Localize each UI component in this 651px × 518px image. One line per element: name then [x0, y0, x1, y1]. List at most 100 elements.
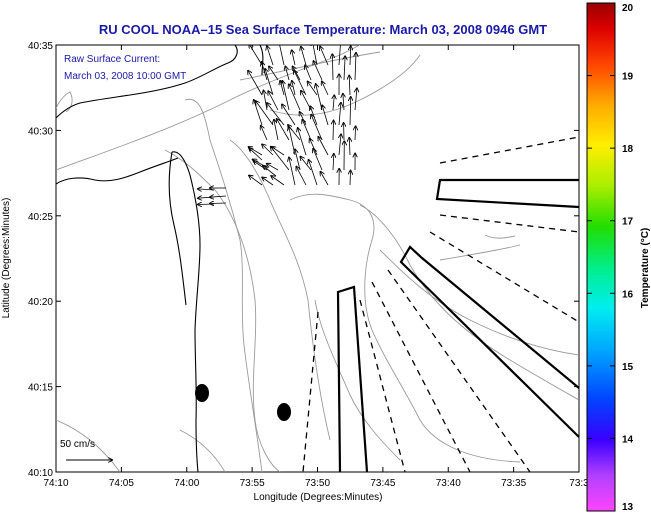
current-vector	[248, 71, 263, 96]
current-vector	[279, 45, 285, 66]
x-axis-ticks: 74:10 74:05 74:00 73:55 73:50 73:45 73:40 73:35…	[43, 45, 589, 489]
colorbar-tick-label: 14	[622, 434, 634, 445]
current-vector	[265, 69, 274, 96]
colorbar-tick-label: 18	[622, 144, 634, 155]
current-vector	[267, 103, 285, 126]
current-vector	[282, 105, 296, 126]
current-vector	[292, 81, 296, 96]
current-vector	[320, 47, 329, 66]
current-vector	[350, 171, 351, 186]
y-tick-label: 40:25	[28, 212, 53, 223]
current-vector	[249, 45, 263, 66]
plot-area	[55, 44, 580, 473]
current-vector	[300, 157, 312, 171]
current-vector	[310, 139, 318, 156]
current-vector	[267, 164, 279, 171]
current-vector	[301, 91, 312, 111]
current-vector	[344, 56, 345, 81]
current-vector	[289, 127, 296, 156]
x-tick-label: 73:35	[501, 478, 526, 489]
current-vector	[333, 121, 334, 141]
current-vector	[339, 103, 341, 126]
current-vector	[349, 138, 350, 156]
scale-label: 50 cm/s	[60, 439, 95, 450]
current-vector	[277, 119, 290, 141]
colorbar-tick-label: 15	[622, 362, 634, 373]
current-vector	[300, 112, 307, 126]
current-note-line1: Raw Surface Current:	[64, 54, 160, 65]
x-axis-label: Longitude (Degrees:Minutes)	[254, 492, 383, 503]
chart-title: RU COOL NOAA–15 Sea Surface Temperature:…	[99, 22, 547, 37]
current-vector	[261, 126, 268, 141]
current-vector	[289, 158, 296, 186]
current-vector	[198, 204, 215, 205]
current-vector	[313, 45, 318, 66]
y-tick-label: 40:10	[28, 468, 53, 479]
current-vector	[295, 150, 301, 171]
colorbar-tick-label: 19	[622, 72, 634, 83]
current-vector	[288, 125, 301, 141]
current-vector	[302, 120, 312, 141]
y-tick-label: 40:35	[28, 41, 53, 52]
current-vector	[280, 81, 285, 96]
x-tick-label: 73:50	[305, 478, 330, 489]
current-vector	[349, 76, 350, 96]
colorbar-tick-label: 13	[622, 502, 634, 513]
current-vector	[289, 84, 301, 111]
colorbar-label: Temperature (°C)	[640, 228, 651, 309]
y-axis-ticks: 40:35 40:30 40:25 40:20 40:15 40:10	[28, 41, 579, 479]
current-vector	[310, 106, 318, 126]
current-vector	[296, 167, 307, 186]
bathymetry-contours	[56, 45, 579, 472]
current-vector	[293, 67, 301, 81]
current-vector	[268, 91, 279, 111]
current-vector	[322, 106, 329, 126]
x-tick-label: 74:00	[174, 478, 199, 489]
current-vector	[316, 84, 323, 111]
current-vector	[350, 97, 351, 126]
current-vector	[274, 120, 279, 141]
current-vector	[269, 67, 279, 81]
buoy-marker	[277, 403, 291, 421]
current-vector	[355, 53, 356, 81]
current-vector	[249, 176, 263, 186]
current-vector	[264, 91, 268, 111]
x-tick-label: 73:3	[569, 478, 589, 489]
current-vector	[294, 71, 307, 96]
current-vector	[321, 172, 329, 186]
current-vector	[313, 149, 323, 171]
x-tick-label: 73:45	[370, 478, 395, 489]
current-vector	[256, 101, 274, 126]
colorbar-tick-label: 17	[622, 217, 634, 228]
current-vector	[262, 178, 274, 186]
current-vector	[285, 67, 290, 81]
current-vector	[339, 134, 341, 156]
current-vector	[249, 148, 263, 161]
current-vector	[305, 65, 312, 81]
x-tick-label: 73:55	[240, 478, 265, 489]
current-vector	[311, 115, 323, 141]
current-vector	[262, 144, 274, 156]
colorbar-tick-label: 20	[622, 3, 634, 14]
colorbar-tick-label: 16	[622, 289, 634, 300]
current-vector	[272, 147, 285, 156]
current-vector	[318, 137, 329, 156]
current-vector	[292, 50, 296, 66]
current-vector	[333, 95, 334, 111]
current-note-line2: March 03, 2008 10:00 GMT	[64, 71, 186, 82]
current-vector	[322, 82, 329, 96]
current-vector	[333, 154, 334, 171]
current-vectors	[198, 45, 357, 205]
current-vector	[210, 203, 227, 204]
radar-beam-outlines	[336, 178, 579, 472]
current-vector	[308, 82, 318, 96]
current-vector	[355, 126, 356, 141]
current-vector	[332, 54, 333, 81]
colorbar-ticks: 20 19 18 17 16 15 14 13	[587, 2, 634, 513]
current-vector	[343, 94, 344, 111]
radar-range-lines	[302, 136, 579, 472]
current-vector	[263, 166, 277, 177]
x-tick-label: 74:10	[43, 478, 68, 489]
x-tick-label: 74:05	[109, 478, 134, 489]
